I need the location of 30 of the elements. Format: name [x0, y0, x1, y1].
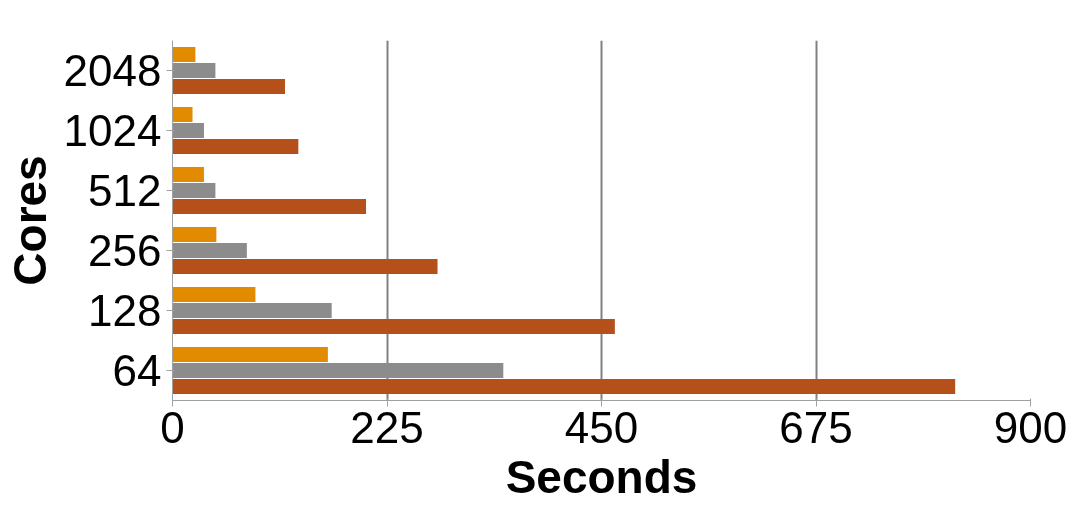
bar [172, 138, 299, 155]
x-tick-label: 900 [993, 402, 1068, 452]
bar [172, 378, 956, 395]
bar [172, 106, 193, 123]
y-tick-label: 256 [88, 226, 162, 275]
bar [172, 318, 615, 335]
y-tick-label: 1024 [63, 106, 162, 155]
y-axis-title: Cores [3, 155, 56, 286]
bar [172, 166, 204, 183]
y-tick-label: 2048 [63, 46, 162, 95]
x-tick-label: 450 [564, 402, 639, 452]
bar [172, 242, 247, 259]
x-tick-label: 225 [350, 402, 424, 452]
bar [172, 226, 217, 243]
bar [172, 198, 367, 215]
y-tick-label: 512 [88, 166, 162, 215]
y-tick-label: 64 [112, 346, 162, 395]
bar [172, 122, 204, 139]
bar [172, 286, 256, 303]
bar [172, 182, 216, 199]
x-axis-title: Seconds [505, 450, 698, 503]
bar [172, 258, 438, 275]
bar [172, 46, 196, 63]
x-tick-label: 675 [779, 402, 853, 452]
bar [172, 302, 332, 319]
y-tick-label: 128 [88, 286, 162, 335]
x-tick-label: 0 [160, 402, 185, 452]
bar [172, 346, 328, 363]
bar [172, 62, 216, 79]
bar [172, 78, 285, 95]
